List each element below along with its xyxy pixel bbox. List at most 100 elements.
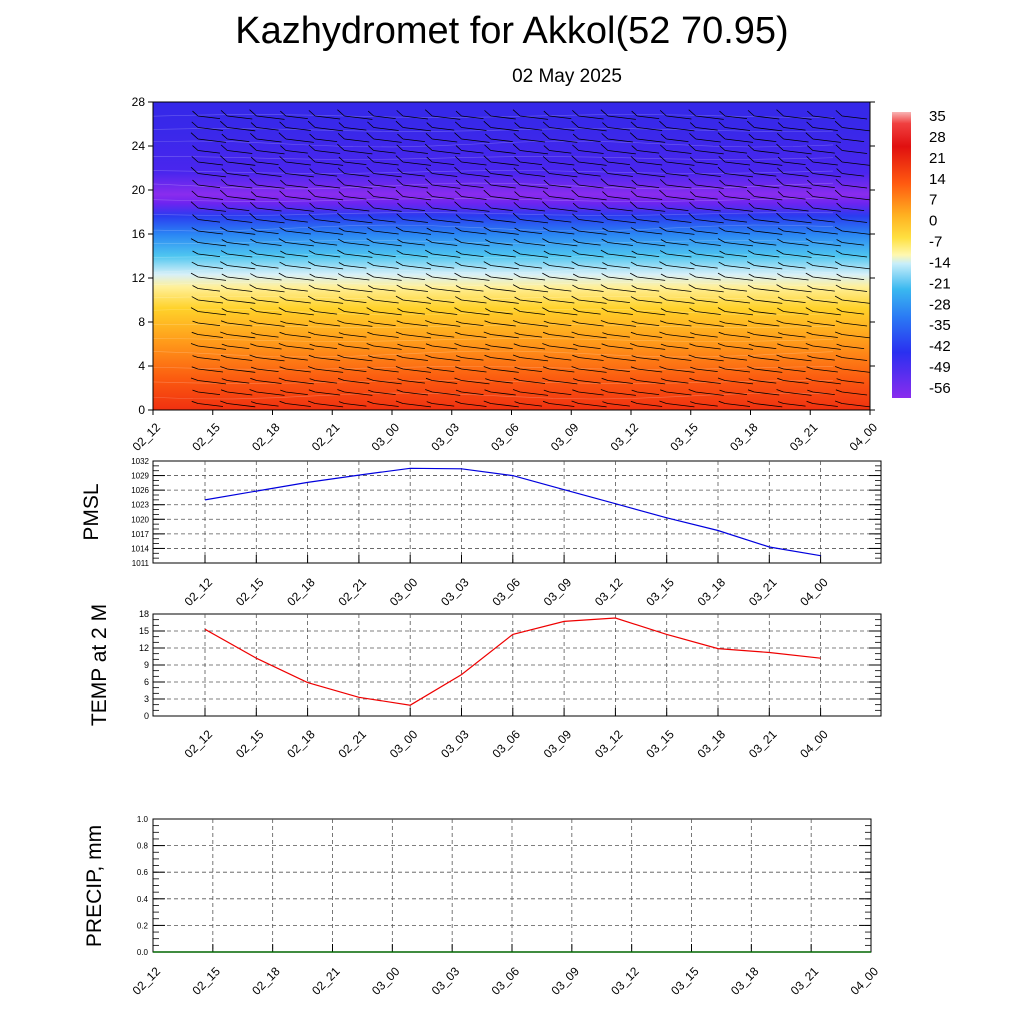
wind-barb bbox=[806, 331, 838, 338]
wind-barb bbox=[220, 331, 256, 339]
colorbar-label: -49 bbox=[929, 359, 951, 376]
wind-barb bbox=[278, 238, 314, 247]
wind-barb bbox=[717, 377, 754, 385]
x-tick-label: 03_18 bbox=[695, 727, 729, 761]
wind-barb bbox=[279, 400, 311, 407]
wind-barb bbox=[396, 110, 428, 120]
wind-barb bbox=[512, 109, 549, 120]
wind-barb bbox=[397, 168, 425, 177]
chart-title: Kazhydromet for Akkol(52 70.95) bbox=[235, 10, 789, 52]
wind-barb bbox=[190, 307, 227, 316]
contour-line bbox=[152, 156, 834, 160]
wind-barb bbox=[221, 343, 250, 350]
wind-barb bbox=[337, 284, 373, 293]
y-tick-label: 1029 bbox=[131, 472, 149, 481]
wind-barb bbox=[220, 144, 253, 154]
wind-barb bbox=[542, 132, 578, 143]
wind-barb bbox=[717, 238, 754, 247]
wind-barb bbox=[571, 189, 607, 201]
wind-barb bbox=[777, 191, 806, 200]
wind-barb bbox=[542, 238, 578, 247]
wind-barb bbox=[220, 179, 253, 189]
wind-barb bbox=[600, 178, 636, 189]
wind-barb bbox=[543, 250, 572, 258]
x-tick-label: 02_21 bbox=[309, 964, 343, 998]
wind-barb bbox=[191, 366, 224, 373]
wind-barb bbox=[836, 239, 865, 246]
wind-barb bbox=[220, 250, 253, 258]
wind-barb bbox=[250, 202, 282, 212]
wind-barb bbox=[512, 354, 549, 362]
wind-barb bbox=[338, 262, 367, 269]
cross-section-field bbox=[153, 102, 870, 410]
wind-barb bbox=[250, 332, 279, 338]
wind-barb bbox=[659, 331, 695, 339]
wind-barb bbox=[279, 190, 311, 200]
wind-barb bbox=[424, 178, 461, 189]
x-tick-label: 03_09 bbox=[548, 420, 582, 454]
wind-barb bbox=[690, 366, 718, 373]
wind-barb bbox=[192, 145, 221, 154]
wind-barb bbox=[776, 389, 812, 396]
wind-barb bbox=[367, 366, 399, 373]
wind-barb bbox=[807, 145, 835, 154]
wind-barb bbox=[455, 400, 487, 407]
wind-barb bbox=[747, 144, 780, 154]
wind-barb bbox=[542, 331, 575, 338]
wind-barb bbox=[747, 120, 783, 132]
x-tick-label: 03_09 bbox=[541, 727, 575, 761]
contour-line bbox=[152, 240, 834, 244]
wind-barb bbox=[192, 110, 221, 120]
wind-barb bbox=[835, 320, 868, 327]
x-tick-label: 03_06 bbox=[488, 420, 522, 454]
wind-barb bbox=[425, 273, 458, 281]
wind-barb bbox=[483, 120, 519, 132]
wind-barb bbox=[836, 133, 865, 143]
wind-barb bbox=[631, 214, 660, 223]
wind-barb bbox=[630, 227, 663, 235]
wind-barb bbox=[807, 179, 835, 189]
x-tick-label: 03_21 bbox=[787, 420, 821, 454]
wind-barb bbox=[600, 389, 636, 396]
wind-barb bbox=[601, 343, 633, 350]
wind-barb bbox=[717, 166, 754, 178]
wind-barb bbox=[220, 110, 253, 120]
wind-barb bbox=[718, 190, 751, 200]
wind-barb bbox=[338, 227, 367, 235]
y-tick-label: 1023 bbox=[131, 501, 149, 510]
wind-barb bbox=[485, 343, 513, 350]
x-tick-label: 03_21 bbox=[746, 575, 780, 609]
wind-barb bbox=[454, 377, 490, 385]
wind-barb bbox=[280, 145, 308, 154]
wind-barb bbox=[454, 201, 490, 212]
wind-barb bbox=[748, 343, 777, 350]
wind-barb bbox=[718, 366, 751, 373]
wind-barb bbox=[659, 400, 695, 408]
wind-barb bbox=[835, 354, 868, 361]
wind-barb bbox=[191, 227, 224, 235]
wind-barb bbox=[688, 284, 724, 293]
wind-barb bbox=[719, 214, 748, 223]
x-tick-label: 02_18 bbox=[249, 420, 283, 454]
wind-barb bbox=[309, 273, 338, 281]
y-tick-label: 1017 bbox=[131, 530, 149, 539]
wind-barb bbox=[600, 143, 636, 155]
wind-barb bbox=[250, 401, 279, 407]
wind-barb bbox=[690, 401, 718, 407]
wind-barb bbox=[250, 307, 282, 315]
wind-barb bbox=[249, 249, 285, 258]
wind-barb bbox=[571, 155, 607, 166]
colorbar-label: 7 bbox=[929, 192, 937, 209]
wind-barb bbox=[220, 295, 256, 304]
wind-barb bbox=[542, 377, 578, 385]
wind-barb bbox=[337, 249, 373, 258]
wind-barb bbox=[367, 121, 399, 131]
y-tick-label: 15 bbox=[139, 626, 149, 636]
wind-barb bbox=[279, 121, 311, 131]
x-tick-label: 02_18 bbox=[249, 964, 283, 998]
wind-barb bbox=[397, 273, 425, 281]
wind-barb bbox=[250, 377, 282, 384]
wind-barb bbox=[220, 213, 253, 223]
y-axis-title: TEMP at 2 M bbox=[88, 604, 111, 726]
wind-barb bbox=[542, 296, 575, 304]
